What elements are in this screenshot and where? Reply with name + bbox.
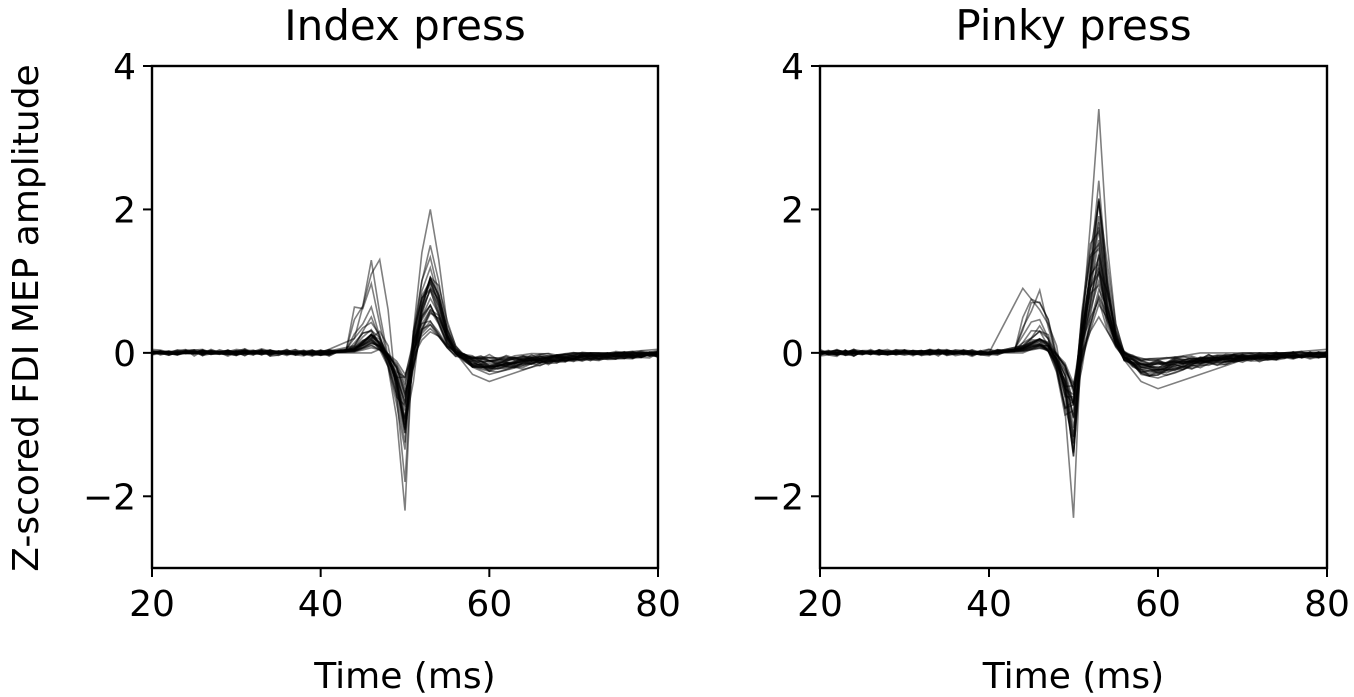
x-tick-label: 80 bbox=[1304, 584, 1350, 625]
x-axis-title: Time (ms) bbox=[982, 656, 1164, 697]
series-line bbox=[820, 270, 1327, 396]
x-tick-label: 20 bbox=[797, 584, 843, 625]
x-tick-label: 80 bbox=[635, 584, 681, 625]
plot-frame bbox=[818, 64, 1329, 570]
traces-group bbox=[152, 209, 658, 511]
y-tick-label: 4 bbox=[781, 47, 804, 88]
series-line bbox=[152, 280, 658, 379]
series-line bbox=[820, 261, 1327, 398]
series-line bbox=[820, 283, 1327, 388]
y-tick-label: −2 bbox=[751, 477, 804, 518]
x-tick-label: 60 bbox=[466, 584, 512, 625]
x-axis-title: Time (ms) bbox=[313, 656, 495, 697]
panel-title: Pinky press bbox=[955, 1, 1191, 50]
y-axis-title: Z-scored FDI MEP amplitude bbox=[6, 64, 47, 571]
plot-frame bbox=[150, 64, 660, 570]
x-tick-label: 20 bbox=[129, 584, 175, 625]
y-tick-label: 0 bbox=[113, 334, 136, 375]
x-tick-label: 40 bbox=[966, 584, 1012, 625]
y-tick-label: −2 bbox=[83, 477, 136, 518]
y-tick-label: 2 bbox=[781, 190, 804, 231]
panel-title: Index press bbox=[284, 1, 526, 50]
series-line bbox=[820, 293, 1327, 393]
series-line bbox=[820, 294, 1327, 393]
traces-group bbox=[820, 108, 1327, 518]
series-line bbox=[152, 320, 658, 390]
x-tick-label: 40 bbox=[298, 584, 344, 625]
series-line bbox=[152, 288, 658, 422]
series-line bbox=[820, 298, 1327, 387]
y-tick-label: 0 bbox=[781, 334, 804, 375]
x-tick-label: 60 bbox=[1135, 584, 1181, 625]
y-tick-label: 2 bbox=[113, 190, 136, 231]
series-line bbox=[820, 287, 1327, 396]
y-tick-label: 4 bbox=[113, 47, 136, 88]
series-line bbox=[152, 330, 658, 376]
series-line bbox=[152, 286, 658, 418]
series-line bbox=[820, 302, 1327, 386]
